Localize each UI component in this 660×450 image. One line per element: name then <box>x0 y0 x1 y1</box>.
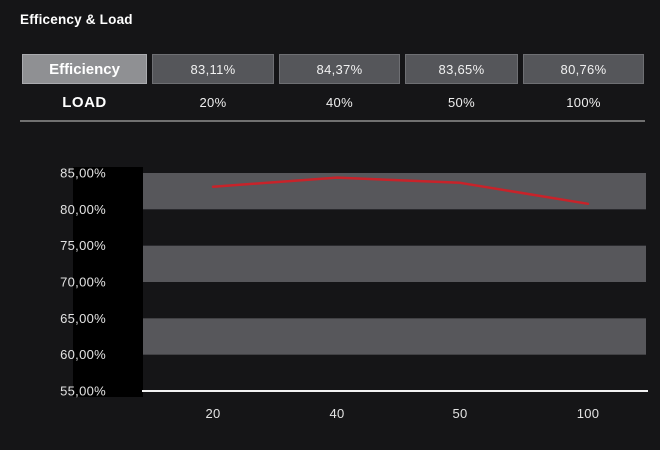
efficiency-value-cell: 80,76% <box>523 54 644 84</box>
efficiency-value-cell: 83,11% <box>152 54 274 84</box>
efficiency-series-line <box>211 176 590 206</box>
efficiency-value-cell: 84,37% <box>279 54 400 84</box>
table-header-efficiency: Efficiency <box>22 54 147 84</box>
x-tick-label: 50 <box>452 406 467 421</box>
y-tick-label: 55,00% <box>60 384 106 399</box>
y-tick-label: 80,00% <box>60 202 106 217</box>
efficiency-value-cell: 83,65% <box>405 54 518 84</box>
y-tick-label: 65,00% <box>60 311 106 326</box>
x-tick-label: 20 <box>205 406 220 421</box>
y-tick-label: 60,00% <box>60 347 106 362</box>
grid-band <box>143 245 646 282</box>
grid-band <box>143 318 646 355</box>
table-header-load: LOAD <box>62 93 107 111</box>
efficiency-line-chart: 85,00% 80,00% 75,00% 70,00% 65,00% 60,00% 55,0… <box>60 166 648 421</box>
x-tick-label: 100 <box>577 406 600 421</box>
load-value-cell: 20% <box>199 94 227 110</box>
load-value-cell: 100% <box>566 94 601 110</box>
load-value-cell: 50% <box>448 94 475 110</box>
y-tick-label: 70,00% <box>60 275 106 290</box>
page-title: Efficency & Load <box>20 12 133 27</box>
table-divider <box>20 120 645 122</box>
load-value-cell: 40% <box>326 94 353 110</box>
y-tick-label: 75,00% <box>60 238 106 253</box>
grid-band <box>143 173 646 210</box>
efficiency-load-table: Efficiency 83,11% 84,37% 83,65% 80,76% L… <box>22 54 644 117</box>
y-tick-label: 85,00% <box>60 166 106 181</box>
x-tick-label: 40 <box>329 406 344 421</box>
axis-label-backdrop <box>73 167 143 397</box>
